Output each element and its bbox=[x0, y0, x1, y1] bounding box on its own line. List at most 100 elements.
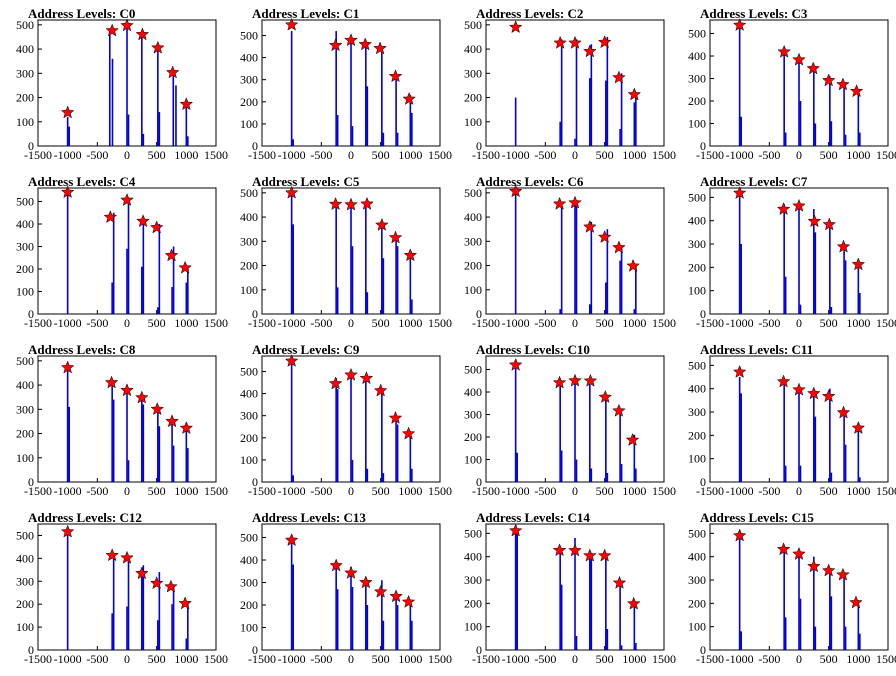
y-tick-label: 200 bbox=[16, 91, 34, 105]
level-marker bbox=[792, 546, 806, 560]
y-tick-label: 100 bbox=[688, 620, 706, 634]
level-marker bbox=[732, 18, 747, 31]
y-tick-label: 200 bbox=[464, 259, 482, 273]
y-tick-label: 0 bbox=[700, 307, 706, 321]
y-tick-label: 100 bbox=[240, 283, 258, 297]
x-tick-label: 1500 bbox=[652, 652, 676, 666]
histogram-bar bbox=[589, 383, 591, 482]
histogram-bar bbox=[514, 367, 517, 482]
x-tick-label: -1500 bbox=[24, 316, 52, 330]
histogram-bar bbox=[112, 212, 115, 314]
histogram-bar bbox=[798, 552, 800, 650]
histogram-bar bbox=[187, 448, 189, 482]
x-tick-label: 1500 bbox=[652, 148, 676, 162]
histogram-bar bbox=[292, 224, 294, 314]
y-tick-label: 500 bbox=[464, 363, 482, 377]
x-tick-label: 500 bbox=[148, 484, 166, 498]
histogram-bar bbox=[336, 589, 339, 650]
level-marker bbox=[120, 18, 134, 32]
x-tick-label: -500 bbox=[758, 484, 780, 498]
histogram-bar bbox=[859, 132, 861, 146]
level-marker bbox=[508, 523, 523, 537]
level-marker bbox=[344, 197, 358, 211]
histogram-bar bbox=[411, 112, 413, 146]
y-tick-label: 400 bbox=[240, 51, 258, 65]
x-tick-label: 0 bbox=[348, 484, 354, 498]
histogram-bar bbox=[830, 596, 833, 650]
level-marker bbox=[60, 524, 75, 538]
x-tick-label: -500 bbox=[86, 484, 108, 498]
histogram-bar bbox=[799, 598, 802, 650]
level-marker bbox=[328, 38, 343, 52]
x-tick-label: 500 bbox=[596, 316, 614, 330]
histogram-bar bbox=[290, 31, 293, 147]
y-tick-label: 300 bbox=[688, 573, 706, 587]
level-marker bbox=[120, 550, 134, 564]
x-tick-label: 0 bbox=[796, 652, 802, 666]
histogram-bar bbox=[843, 575, 845, 650]
y-tick-label: 0 bbox=[476, 139, 482, 153]
chart-panel-9: Address Levels: C90100200300400500-1500-… bbox=[240, 342, 452, 498]
x-tick-label: -1000 bbox=[54, 484, 82, 498]
x-tick-label: 0 bbox=[348, 652, 354, 666]
y-tick-label: 200 bbox=[240, 598, 258, 612]
histogram-bar bbox=[575, 202, 578, 314]
histogram-bar bbox=[859, 633, 861, 650]
histogram-bar bbox=[172, 585, 175, 650]
histogram-bar bbox=[336, 389, 339, 482]
y-tick-label: 400 bbox=[688, 214, 706, 228]
histogram-bar bbox=[844, 444, 847, 482]
histogram-bar bbox=[142, 404, 145, 482]
level-marker bbox=[105, 23, 119, 37]
x-tick-label: -1000 bbox=[278, 316, 306, 330]
histogram-bar bbox=[395, 593, 397, 650]
histogram-bar bbox=[619, 129, 621, 146]
chart-title: Address Levels: C2 bbox=[476, 6, 583, 21]
level-marker bbox=[164, 248, 179, 262]
histogram-bar bbox=[633, 434, 636, 482]
chart-title: Address Levels: C9 bbox=[252, 342, 360, 357]
histogram-bar bbox=[516, 452, 518, 482]
x-tick-label: -500 bbox=[86, 316, 108, 330]
x-tick-label: 500 bbox=[372, 316, 390, 330]
x-tick-label: 0 bbox=[796, 316, 802, 330]
x-tick-label: -500 bbox=[310, 316, 332, 330]
x-tick-label: -1000 bbox=[502, 652, 530, 666]
level-marker bbox=[732, 528, 747, 542]
histogram-bar bbox=[158, 572, 161, 650]
level-marker bbox=[103, 210, 118, 224]
y-tick-label: 500 bbox=[240, 531, 258, 545]
histogram-bar bbox=[336, 287, 339, 314]
x-tick-label: -500 bbox=[758, 316, 780, 330]
histogram-bar bbox=[738, 533, 741, 650]
y-tick-label: 200 bbox=[464, 596, 482, 610]
x-tick-label: 1000 bbox=[622, 652, 646, 666]
level-marker bbox=[165, 65, 180, 79]
x-tick-label: 1000 bbox=[174, 652, 198, 666]
y-tick-label: 500 bbox=[688, 526, 706, 540]
level-marker bbox=[179, 97, 194, 111]
chart-panel-13: Address Levels: C13 0 100 200 300 400 500 -1500… bbox=[240, 510, 452, 666]
histogram-bar bbox=[798, 204, 800, 314]
level-marker bbox=[360, 196, 374, 210]
histogram-bar bbox=[175, 85, 177, 146]
histogram-bar bbox=[575, 636, 578, 650]
y-tick-label: 0 bbox=[476, 643, 482, 657]
level-marker bbox=[612, 240, 626, 254]
x-tick-label: -1500 bbox=[696, 652, 724, 666]
x-tick-label: -1000 bbox=[726, 148, 754, 162]
histogram-bar bbox=[605, 396, 607, 482]
histogram-bar bbox=[185, 102, 188, 146]
y-tick-label: 300 bbox=[688, 72, 706, 86]
histogram-bar bbox=[575, 459, 578, 482]
histogram-bar bbox=[799, 101, 802, 146]
histogram-bar bbox=[111, 613, 113, 650]
y-tick-label: 0 bbox=[252, 475, 258, 489]
x-tick-label: 500 bbox=[148, 652, 166, 666]
x-tick-label: 1500 bbox=[204, 652, 228, 666]
histogram-bar bbox=[738, 24, 741, 146]
y-tick-label: 500 bbox=[464, 526, 482, 540]
histogram-bar bbox=[560, 39, 563, 146]
histogram-bar bbox=[68, 126, 70, 146]
